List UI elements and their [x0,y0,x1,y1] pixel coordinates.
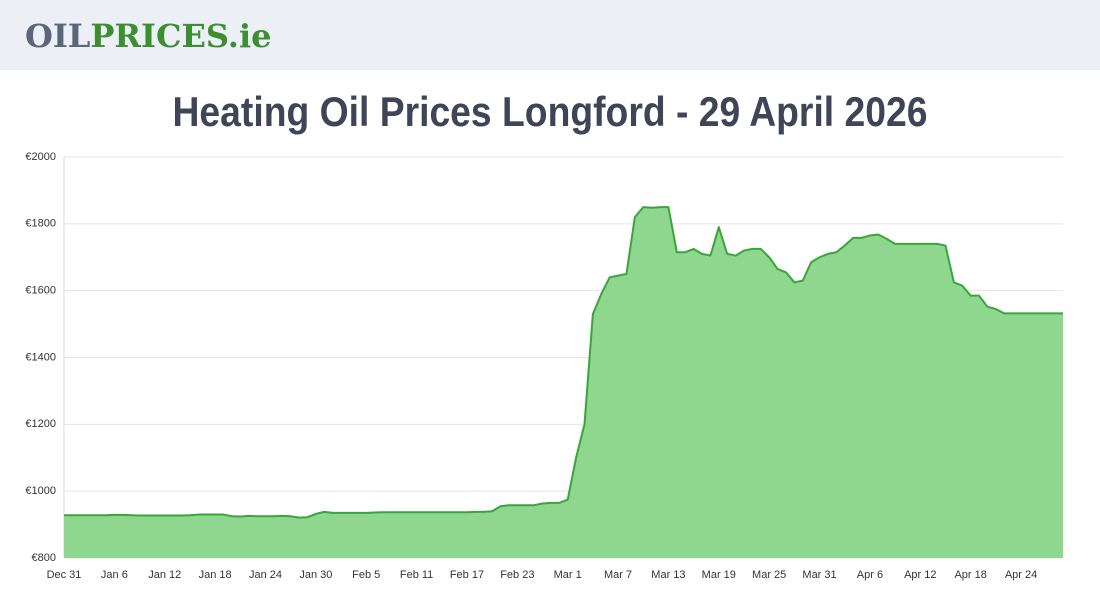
x-tick-label: Mar 7 [604,569,632,581]
x-tick-label: Mar 25 [752,569,786,581]
y-tick-label: €1000 [25,485,56,497]
y-tick-label: €1800 [25,218,56,230]
x-tick-label: Jan 12 [148,569,181,581]
header-bar [0,0,1100,70]
x-tick-label: Mar 19 [702,569,736,581]
y-tick-label: €1600 [25,285,56,297]
x-tick-label: Feb 5 [352,569,380,581]
plot: €800 €1000 €1200 €1400 €1600 €1800 €2000 Dec 31… [25,151,1063,581]
x-tick-label: Mar 31 [802,569,836,581]
x-tick-label: Dec 31 [47,569,82,581]
x-tick-label: Mar 13 [651,569,685,581]
logo-accent: PRICES.ie [90,17,271,55]
chart-title: Heating Oil Prices Longford - 29 April 2… [173,88,928,135]
x-tick-label: Apr 18 [954,569,986,581]
x-tick-label: Feb 11 [400,569,433,581]
x-tick-label: Jan 24 [249,569,282,581]
logo[interactable]: OILPRICES.ie [25,17,271,55]
x-tick-label: Jan 18 [199,569,232,581]
price-line [64,206,1063,519]
y-tick-label: €1400 [25,351,56,363]
x-tick-label: Jan 30 [299,569,332,581]
y-tick-label: €1200 [25,418,56,430]
y-tick-label: €800 [32,552,56,564]
x-tick-label: Feb 23 [500,569,534,581]
x-tick-label: Jan 6 [101,569,128,581]
x-tick-label: Apr 12 [904,569,936,581]
area-fill [64,207,1063,558]
x-tick-label: Feb 17 [450,569,484,581]
x-tick-label: Mar 1 [554,569,582,581]
logo-main: OIL [25,17,90,55]
y-tick-label: €2000 [25,151,56,163]
x-tick-label: Apr 6 [857,569,883,581]
x-tick-label: Apr 24 [1005,569,1037,581]
